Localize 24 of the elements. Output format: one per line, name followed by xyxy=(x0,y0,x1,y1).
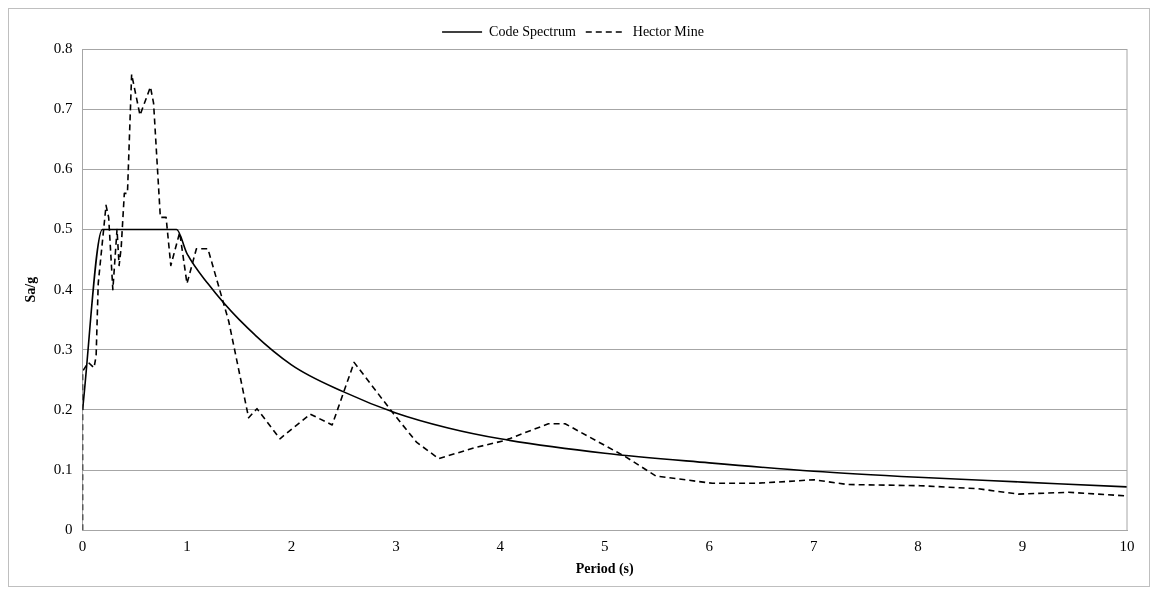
y-tick-label: 0.4 xyxy=(53,280,74,297)
legend-label: Hector Mine xyxy=(632,23,704,39)
x-tick-label: 4 xyxy=(496,538,505,555)
y-tick-label: 0 xyxy=(65,521,73,538)
y-tick-label: 0.7 xyxy=(53,100,74,117)
x-tick-label: 2 xyxy=(287,538,296,555)
x-tick-label: 5 xyxy=(601,538,609,555)
y-tick-label: 0.8 xyxy=(53,39,73,56)
x-tick-label: 3 xyxy=(392,538,400,555)
x-tick-label: 0 xyxy=(78,538,87,555)
y-tick-label: 0.5 xyxy=(53,220,73,237)
y-axis-title: Sa/g xyxy=(23,276,39,303)
x-tick-label: 9 xyxy=(1018,538,1027,555)
y-tick-label: 0.6 xyxy=(53,160,74,177)
x-tick-label: 10 xyxy=(1119,538,1135,555)
x-tick-label: 8 xyxy=(914,538,922,555)
legend-label: Code Spectrum xyxy=(489,23,576,39)
y-tick-label: 0.1 xyxy=(53,460,73,477)
y-tick-label: 0.3 xyxy=(53,340,73,357)
x-tick-label: 6 xyxy=(705,538,714,555)
x-tick-label: 7 xyxy=(809,538,818,555)
x-tick-label: 1 xyxy=(183,538,191,555)
y-tick-label: 0.2 xyxy=(53,400,73,417)
x-axis-title: Period (s) xyxy=(575,561,635,578)
